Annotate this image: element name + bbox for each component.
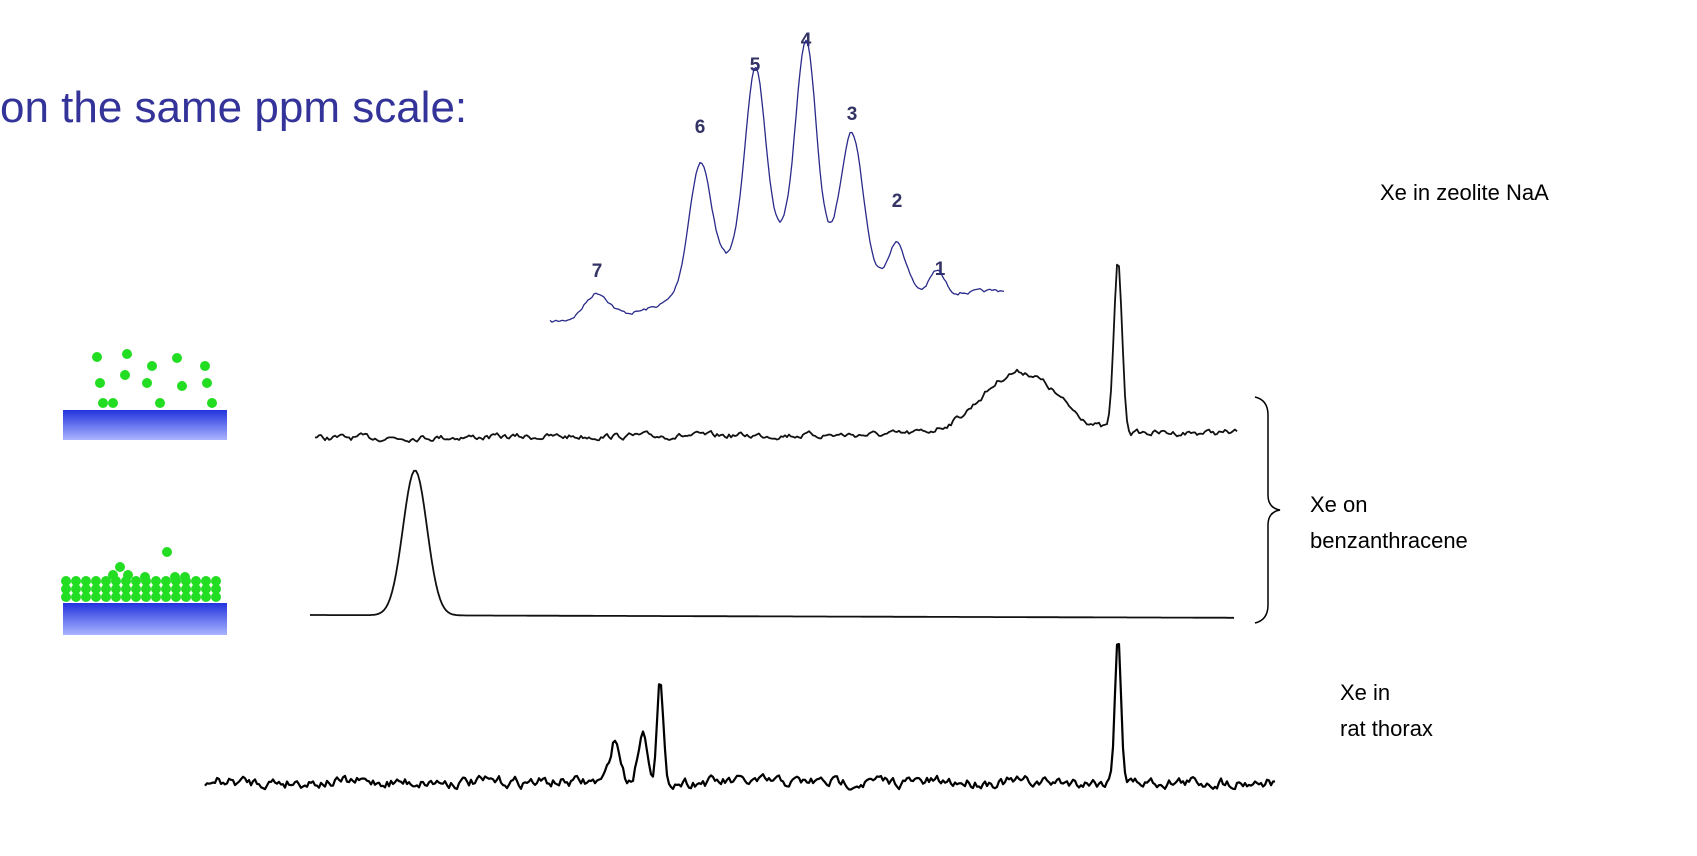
atom	[101, 576, 111, 586]
atom	[211, 576, 221, 586]
atom	[122, 349, 132, 359]
atom	[71, 576, 81, 586]
atom	[91, 584, 101, 594]
atom	[161, 592, 171, 602]
atom	[115, 562, 125, 572]
spectra	[204, 39, 1276, 791]
substrate	[63, 410, 227, 440]
atom	[131, 576, 141, 586]
atom	[81, 576, 91, 586]
atom	[140, 572, 150, 582]
atom	[171, 584, 181, 594]
atom	[98, 398, 108, 408]
atom	[61, 592, 71, 602]
atom	[141, 584, 151, 594]
atom	[181, 584, 191, 594]
spectrum-label: Xe in zeolite NaA	[1380, 180, 1549, 205]
atom	[111, 584, 121, 594]
atom	[121, 592, 131, 602]
peak-label: 6	[695, 117, 706, 138]
atom	[123, 570, 133, 580]
peak-label: 7	[592, 261, 603, 282]
atom	[207, 398, 217, 408]
atom	[108, 398, 118, 408]
atom	[171, 592, 181, 602]
atom	[151, 592, 161, 602]
spectrum-label: Xe in	[1340, 680, 1390, 705]
spectrum	[549, 39, 1005, 323]
spectrum	[204, 643, 1276, 791]
atom	[211, 592, 221, 602]
atom	[61, 576, 71, 586]
atom	[200, 361, 210, 371]
atom	[172, 353, 182, 363]
atom	[191, 584, 201, 594]
atom	[95, 378, 105, 388]
peak-label: 1	[935, 259, 946, 280]
atom	[161, 576, 171, 586]
atom	[170, 572, 180, 582]
atom	[81, 584, 91, 594]
slide-title: on the same ppm scale:	[0, 83, 467, 132]
atom	[111, 592, 121, 602]
spectrum	[310, 469, 1234, 619]
peak-label: 2	[892, 191, 903, 212]
atom	[155, 398, 165, 408]
xenon-atoms	[61, 349, 221, 602]
atom	[180, 572, 190, 582]
atom	[177, 381, 187, 391]
atom	[202, 378, 212, 388]
atom	[61, 584, 71, 594]
atom	[151, 576, 161, 586]
atom	[101, 584, 111, 594]
atom	[101, 592, 111, 602]
atom	[121, 584, 131, 594]
atom	[147, 361, 157, 371]
atom	[120, 370, 130, 380]
brace	[1254, 396, 1281, 624]
atom	[181, 592, 191, 602]
substrate	[63, 603, 227, 635]
atom	[71, 584, 81, 594]
atom	[131, 584, 141, 594]
atom	[91, 592, 101, 602]
atom	[108, 570, 118, 580]
atom	[71, 592, 81, 602]
atom	[201, 592, 211, 602]
atom	[191, 592, 201, 602]
atom	[191, 576, 201, 586]
atom	[141, 592, 151, 602]
spectrum-label: rat thorax	[1340, 716, 1433, 741]
spectrum-label: Xe on	[1310, 492, 1368, 517]
spectrum-label: benzanthracene	[1310, 528, 1468, 553]
atom	[151, 584, 161, 594]
spectrum	[314, 263, 1238, 443]
atom	[131, 592, 141, 602]
atom	[211, 584, 221, 594]
atom	[91, 576, 101, 586]
atom	[92, 352, 102, 362]
atom	[142, 378, 152, 388]
atom	[162, 547, 172, 557]
peak-label: 5	[750, 55, 761, 76]
atom	[201, 584, 211, 594]
peak-label: 3	[847, 104, 858, 125]
atom	[201, 576, 211, 586]
atom	[81, 592, 91, 602]
atom	[161, 584, 171, 594]
